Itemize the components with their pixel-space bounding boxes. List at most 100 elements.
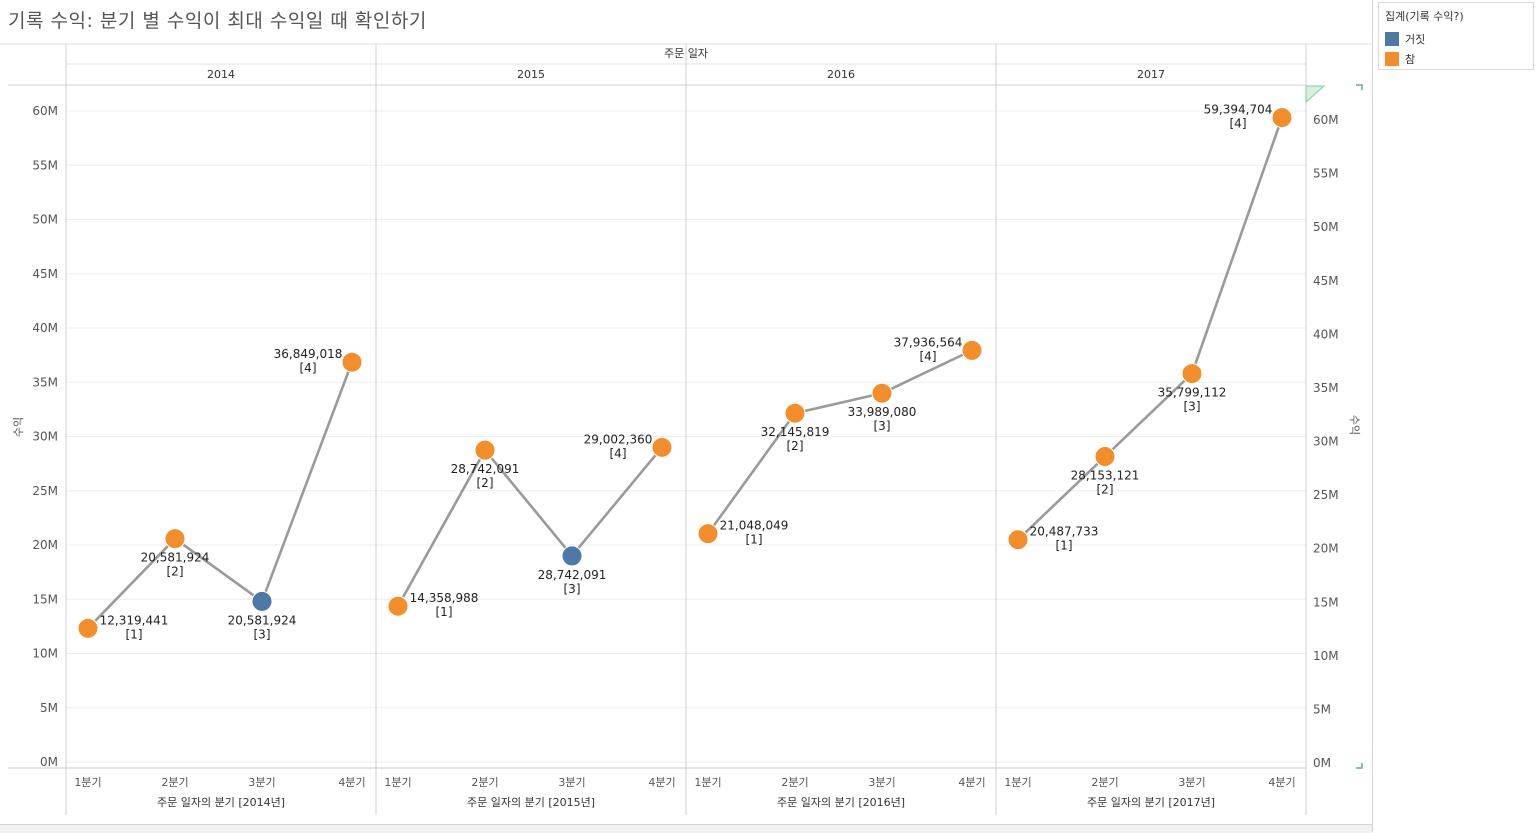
data-point <box>561 545 583 567</box>
legend-swatch-true <box>1385 52 1399 66</box>
data-point <box>1271 107 1293 129</box>
data-label: 32,145,819 <box>761 425 830 439</box>
data-sublabel: [2] <box>1097 483 1114 497</box>
data-point <box>1007 529 1029 551</box>
y-tick-label-right: 0M <box>1313 756 1331 770</box>
y-tick-label-left: 45M <box>32 267 58 281</box>
y-tick-label-right: 30M <box>1313 435 1339 449</box>
data-label: 59,394,704 <box>1204 103 1273 117</box>
data-sublabel: [1] <box>126 627 143 641</box>
y-tick-label-left: 10M <box>32 647 58 661</box>
x-tick-label: 3분기 <box>1178 776 1205 789</box>
data-point <box>651 436 673 458</box>
x-tick-label: 2분기 <box>161 776 188 789</box>
y-tick-label-right: 45M <box>1313 274 1339 288</box>
data-sublabel: [2] <box>477 476 494 490</box>
y-tick-label-right: 15M <box>1313 595 1339 609</box>
corner-tick <box>1356 84 1363 90</box>
y-tick-label-right: 10M <box>1313 649 1339 663</box>
data-point <box>1094 446 1116 468</box>
data-point <box>251 590 273 612</box>
data-label: 37,936,564 <box>894 335 963 349</box>
data-point <box>1181 363 1203 385</box>
data-sublabel: [3] <box>1184 400 1201 414</box>
x-axis-title: 주문 일자의 분기 [2017년] <box>1087 795 1215 809</box>
page-title: 기록 수익: 분기 별 수익이 최대 수익일 때 확인하기 <box>8 10 427 32</box>
x-tick-label: 2분기 <box>471 776 498 789</box>
data-sublabel: [4] <box>610 446 627 460</box>
x-tick-label: 4분기 <box>958 776 985 789</box>
x-tick-label: 3분기 <box>868 776 895 789</box>
x-tick-label: 1분기 <box>1004 776 1031 789</box>
y-tick-label-left: 0M <box>40 755 58 769</box>
data-point <box>697 523 719 545</box>
data-label: 14,358,988 <box>410 591 479 605</box>
data-point <box>77 617 99 639</box>
y-tick-label-left: 40M <box>32 321 58 335</box>
x-tick-label: 1분기 <box>694 776 721 789</box>
data-sublabel: [4] <box>1230 117 1247 131</box>
legend-item-false[interactable]: 거짓 <box>1385 31 1425 47</box>
data-label: 21,048,049 <box>720 519 789 533</box>
corner-marker <box>1305 85 1326 104</box>
data-sublabel: [4] <box>920 349 937 363</box>
x-tick-label: 3분기 <box>558 776 585 789</box>
data-sublabel: [4] <box>300 361 317 375</box>
y-tick-label-left: 15M <box>32 592 58 606</box>
y-tick-label-left: 5M <box>40 701 58 715</box>
y-axis-title-right: 수익 <box>1348 415 1361 435</box>
data-sublabel: [1] <box>746 533 763 547</box>
legend: 집계(기록 수익?) 거짓 참 <box>1378 2 1534 70</box>
panel-divider <box>1372 0 1373 832</box>
data-label: 33,989,080 <box>848 405 917 419</box>
x-tick-label: 3분기 <box>248 776 275 789</box>
data-label: 28,742,091 <box>538 568 607 582</box>
y-tick-label-right: 25M <box>1313 488 1339 502</box>
y-tick-label-left: 20M <box>32 538 58 552</box>
legend-label-false: 거짓 <box>1405 33 1426 46</box>
data-sublabel: [3] <box>874 419 891 433</box>
x-axis-title: 주문 일자의 분기 [2015년] <box>467 795 595 809</box>
x-tick-label: 1분기 <box>384 776 411 789</box>
data-label: 12,319,441 <box>100 613 169 627</box>
year-header: 2014 <box>207 68 235 81</box>
year-header: 2017 <box>1137 68 1165 81</box>
data-sublabel: [2] <box>787 439 804 453</box>
legend-swatch-false <box>1385 32 1399 46</box>
x-tick-label: 4분기 <box>338 776 365 789</box>
y-tick-label-right: 5M <box>1313 702 1331 716</box>
x-axis-title: 주문 일자의 분기 [2016년] <box>777 795 905 809</box>
data-point <box>474 439 496 461</box>
data-label: 28,742,091 <box>451 462 520 476</box>
data-sublabel: [1] <box>1056 539 1073 553</box>
data-label: 20,581,924 <box>228 613 297 627</box>
x-tick-label: 1분기 <box>74 776 101 789</box>
legend-item-true[interactable]: 참 <box>1385 51 1415 67</box>
bottom-scrollbar[interactable] <box>0 824 1372 833</box>
data-point <box>341 351 363 373</box>
y-tick-label-left: 35M <box>32 375 58 389</box>
y-tick-label-left: 55M <box>32 158 58 172</box>
y-tick-label-right: 40M <box>1313 327 1339 341</box>
series-line <box>706 349 973 535</box>
series-line <box>396 446 664 607</box>
data-point <box>784 402 806 424</box>
year-header: 2015 <box>517 68 545 81</box>
y-tick-label-right: 55M <box>1313 167 1339 181</box>
corner-tick <box>1356 763 1363 769</box>
data-label: 20,487,733 <box>1030 525 1099 539</box>
data-label: 36,849,018 <box>274 347 343 361</box>
legend-title: 집계(기록 수익?) <box>1385 10 1464 23</box>
legend-label-true: 참 <box>1405 53 1416 66</box>
data-label: 29,002,360 <box>584 432 653 446</box>
quarterly-revenue-chart: 주문 일자0M5M10M15M20M25M30M35M40M45M50M55M6… <box>0 43 1372 815</box>
y-tick-label-left: 60M <box>32 104 58 118</box>
data-label: 20,581,924 <box>141 551 210 565</box>
year-header: 2016 <box>827 68 855 81</box>
data-sublabel: [2] <box>167 565 184 579</box>
data-sublabel: [1] <box>436 605 453 619</box>
y-tick-label-left: 50M <box>32 213 58 227</box>
data-sublabel: [3] <box>564 582 581 596</box>
y-tick-label-left: 25M <box>32 484 58 498</box>
y-tick-label-right: 20M <box>1313 542 1339 556</box>
